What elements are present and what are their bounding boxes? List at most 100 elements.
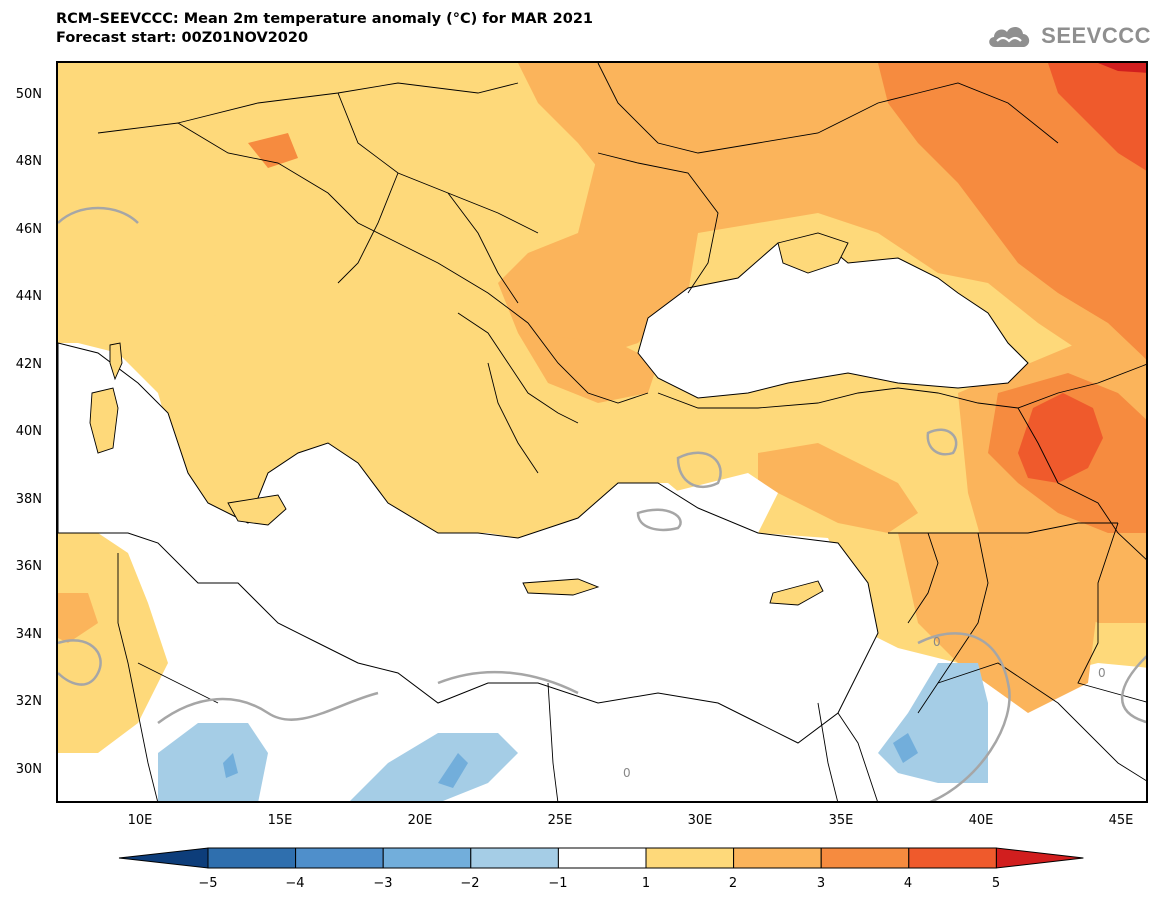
lat-label: 40N [15,424,42,439]
lon-label: 20E [407,813,433,828]
shading-2-3-turkey-central [758,443,918,533]
contour-line [676,451,722,489]
seevccc-logo: SEEVCCC [985,20,1151,52]
border-line [837,712,878,801]
zero-contours [58,206,1146,801]
shading-1-2-algeria [58,533,168,753]
colorbar-extend-low [118,847,209,869]
colorbar-bin-m3_m2 [382,847,472,869]
lon-label: 35E [828,813,854,828]
lon-label: 30E [687,813,713,828]
border-line [917,532,989,714]
border-line [137,662,219,704]
shading-m3-m2-jordan [893,733,918,763]
lat-label: 42N [15,357,42,372]
lon-label: 45E [1108,813,1134,828]
shading-m2-m1-jordan [878,663,988,783]
border-line [1017,407,1146,560]
lat-label: 44N [15,289,42,304]
border-line [597,152,719,294]
lat-label: 50N [15,87,42,102]
border-line [177,82,519,124]
shading-m3-m2-algeria [223,753,238,778]
lat-label: 36N [15,559,42,574]
cloud-icon [989,26,1030,47]
contour-line [917,632,1011,801]
shading-m2-m1-libya-west [158,723,268,801]
map-title: RCM–SEEVCCC: Mean 2m temperature anomaly… [56,10,593,48]
islands [89,232,849,606]
colorbar-label: 5 [991,876,1001,891]
border-line [1077,522,1146,703]
lon-label: 10E [127,813,153,828]
lon-label: 25E [547,813,573,828]
lat-label: 48N [15,154,42,169]
colorbar-bin-4_5 [908,847,997,869]
lat-label: 30N [15,762,42,777]
contour-label: 0 [623,766,631,780]
colorbar-bin-m4_m3 [295,847,384,869]
contour-label: 0 [1098,666,1106,680]
shading-3-4-central-europe [248,133,298,168]
border-line [457,312,579,424]
contour-line [58,639,102,686]
shading-2-3-romania [498,153,698,363]
colorbar-bin-m5_m4 [207,847,297,869]
lat-label: 38N [15,492,42,507]
seas [58,237,1029,744]
shading-4-5-east-turkey [1018,393,1103,483]
contour-line [58,206,139,224]
lat-label: 34N [15,627,42,642]
border-line [817,702,838,801]
colorbar-extend-high [995,847,1084,869]
colorbar-bin-1_2 [645,847,735,869]
colorbar-label: 3 [816,876,826,891]
border-line [337,92,539,234]
shading-2-3-algeria [58,593,98,643]
mediterranean-sea [58,342,879,744]
border-line [117,553,158,801]
colorbar-bin-3_4 [820,847,910,869]
border-line [547,682,559,801]
sicily [227,494,287,526]
crete [522,578,600,596]
colorbar-label: 1 [641,876,651,891]
border-line [597,63,1059,154]
border-line [937,662,1146,782]
sardinia [89,387,119,454]
shading-above-5 [1098,63,1146,73]
crimea [777,232,849,274]
title-line-forecast-start: Forecast start: 00Z01NOV2020 [56,30,309,46]
shading-m2-m1-libya-east [350,733,518,801]
colorbar-label: −1 [548,876,568,891]
border-line [447,192,519,304]
colorbar-label: 4 [903,876,913,891]
logo-text: SEEVCCC [1041,23,1151,48]
shading-m3-m2-libya [438,753,468,788]
border-line [487,362,539,474]
colorbar-label: −2 [460,876,480,891]
contour-line [157,691,379,725]
lat-label: 46N [15,222,42,237]
corsica [109,342,123,381]
contour-line [1120,655,1146,724]
colorbar-label: −3 [373,876,393,891]
border-line [657,364,1146,409]
cyprus [769,580,824,606]
lon-label: 40E [968,813,994,828]
border-line [907,532,939,624]
colorbar [118,847,1084,869]
anomaly-map: 0 0 0 [58,63,1146,801]
lat-label: 32N [15,694,42,709]
border-line [337,172,399,284]
colorbar-label: −5 [198,876,218,891]
colorbar-label: −4 [285,876,305,891]
shading-4-5-north-east [1048,63,1146,171]
colorbar-label: 2 [728,876,738,891]
colorbar-bin-m1_1 [557,847,647,869]
colorbar-bin-2_3 [733,847,822,869]
contour-line [636,508,682,532]
shading-2-3-syria [898,533,1098,713]
contour-line [437,670,579,695]
colorbar-bin-m2_m1 [470,847,559,869]
